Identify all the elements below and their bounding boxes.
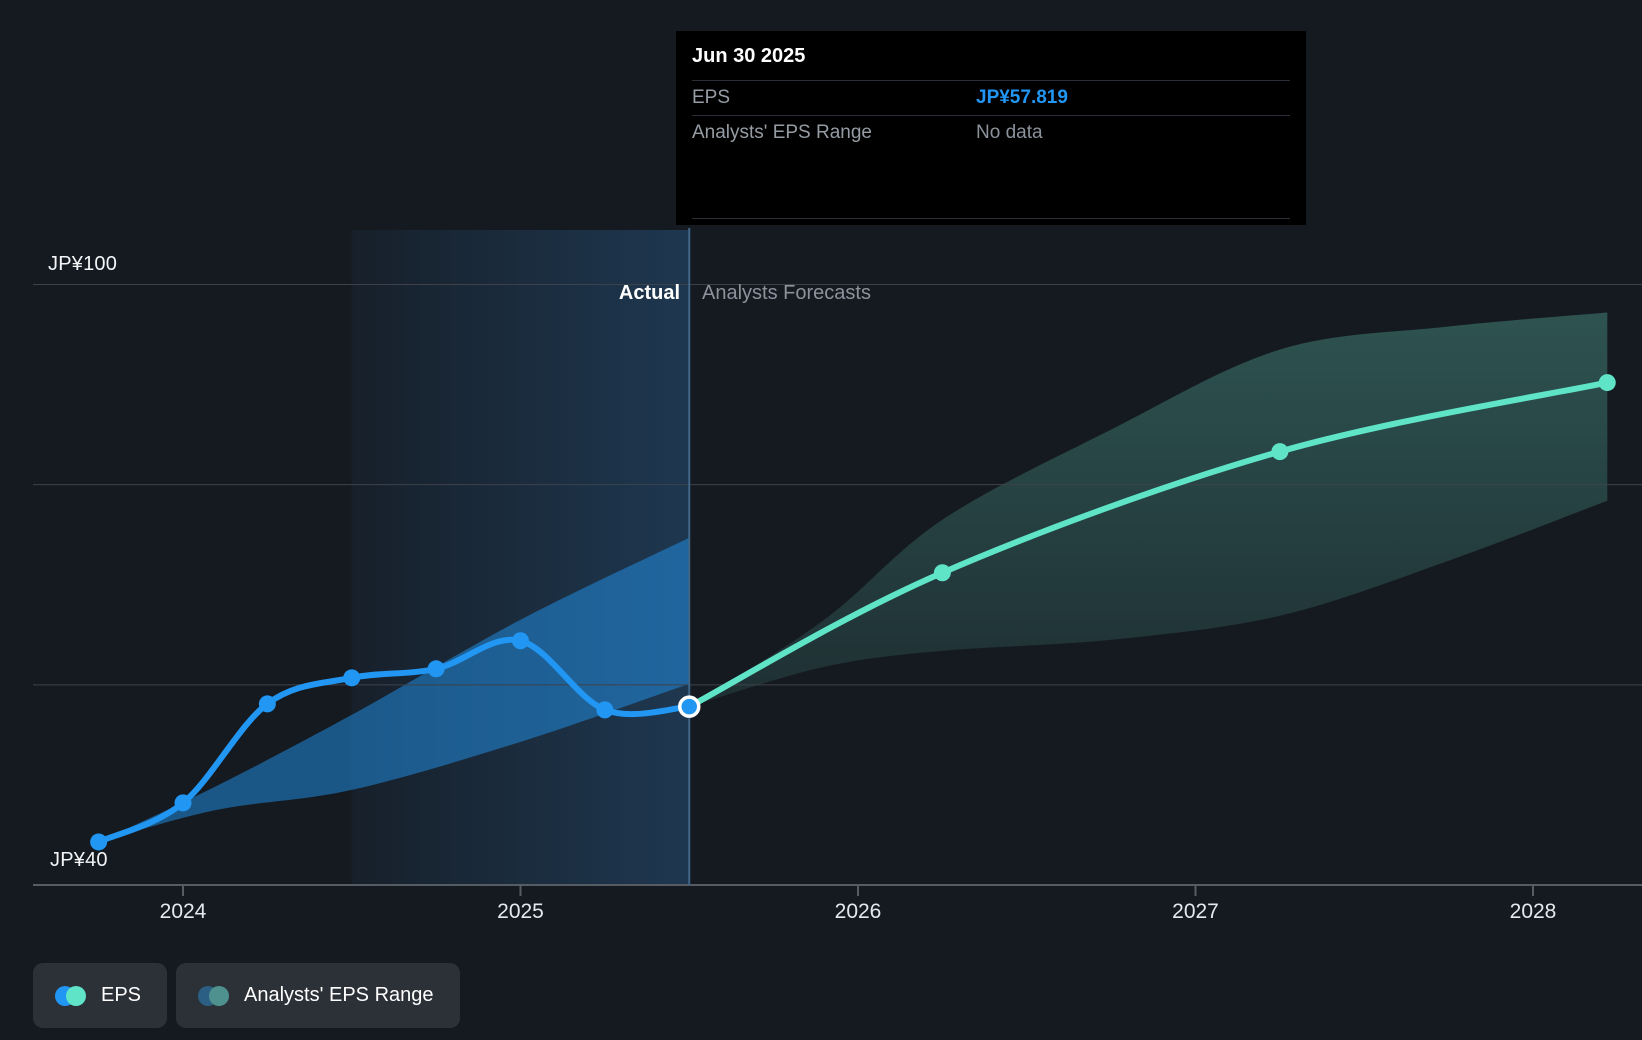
legend-item-eps-range[interactable]: Analysts' EPS Range bbox=[176, 963, 460, 1028]
eps-actual-point[interactable] bbox=[343, 669, 361, 687]
tooltip-range-label: Analysts' EPS Range bbox=[692, 122, 872, 143]
forecast-eps-range-band bbox=[689, 312, 1608, 707]
legend-label-eps-range: Analysts' EPS Range bbox=[244, 984, 434, 1006]
eps-series-dots-icon bbox=[55, 985, 86, 1006]
eps-actual-point[interactable] bbox=[258, 695, 276, 713]
eps-actual-point[interactable] bbox=[427, 660, 445, 678]
tooltip-eps-value: JP¥57.819 bbox=[976, 87, 1068, 108]
x-axis-label: 2027 bbox=[1172, 900, 1219, 923]
legend-item-eps[interactable]: EPS bbox=[33, 963, 168, 1028]
highlighted-eps-point[interactable] bbox=[678, 695, 701, 718]
tooltip-date: Jun 30 2025 bbox=[692, 31, 1290, 81]
tooltip-range-value: No data bbox=[976, 122, 1043, 143]
eps-actual-point[interactable] bbox=[90, 833, 108, 851]
eps-forecast-point[interactable] bbox=[1598, 374, 1616, 392]
tooltip-spacer bbox=[692, 150, 1290, 218]
eps-actual-point[interactable] bbox=[174, 794, 192, 812]
forecast-phase-label: Analysts Forecasts bbox=[702, 282, 871, 304]
eps-actual-point[interactable] bbox=[512, 632, 529, 650]
actual-period-highlight bbox=[351, 230, 690, 885]
x-axis-label: 2026 bbox=[835, 900, 882, 923]
chart-tooltip: Jun 30 2025 EPS JP¥57.819 Analysts' EPS … bbox=[676, 31, 1306, 225]
eps-actual-point[interactable] bbox=[596, 701, 614, 719]
eps-range-series-dots-icon bbox=[198, 985, 230, 1006]
x-axis-label: 2028 bbox=[1510, 900, 1557, 923]
eps-forecast-point[interactable] bbox=[1271, 443, 1289, 461]
y-axis-label-top: JP¥100 bbox=[48, 253, 118, 275]
tooltip-range-row: Analysts' EPS Range No data bbox=[692, 116, 1290, 150]
tooltip-eps-row: EPS JP¥57.819 bbox=[692, 81, 1290, 116]
tooltip-eps-label: EPS bbox=[692, 87, 731, 108]
eps-actual-line bbox=[95, 636, 693, 845]
eps-forecast-line bbox=[686, 379, 1611, 710]
tooltip-bottom-divider bbox=[692, 218, 1290, 219]
chart-legend: EPS Analysts' EPS Range bbox=[33, 963, 460, 1028]
x-axis-label: 2024 bbox=[160, 900, 207, 923]
eps-forecast-point[interactable] bbox=[933, 564, 951, 582]
y-axis-label-bottom: JP¥40 bbox=[50, 849, 108, 871]
x-axis-label: 2025 bbox=[497, 900, 544, 923]
actual-eps-range-band bbox=[98, 537, 690, 842]
actual-phase-label: Actual bbox=[618, 282, 680, 304]
legend-label-eps: EPS bbox=[101, 984, 142, 1006]
